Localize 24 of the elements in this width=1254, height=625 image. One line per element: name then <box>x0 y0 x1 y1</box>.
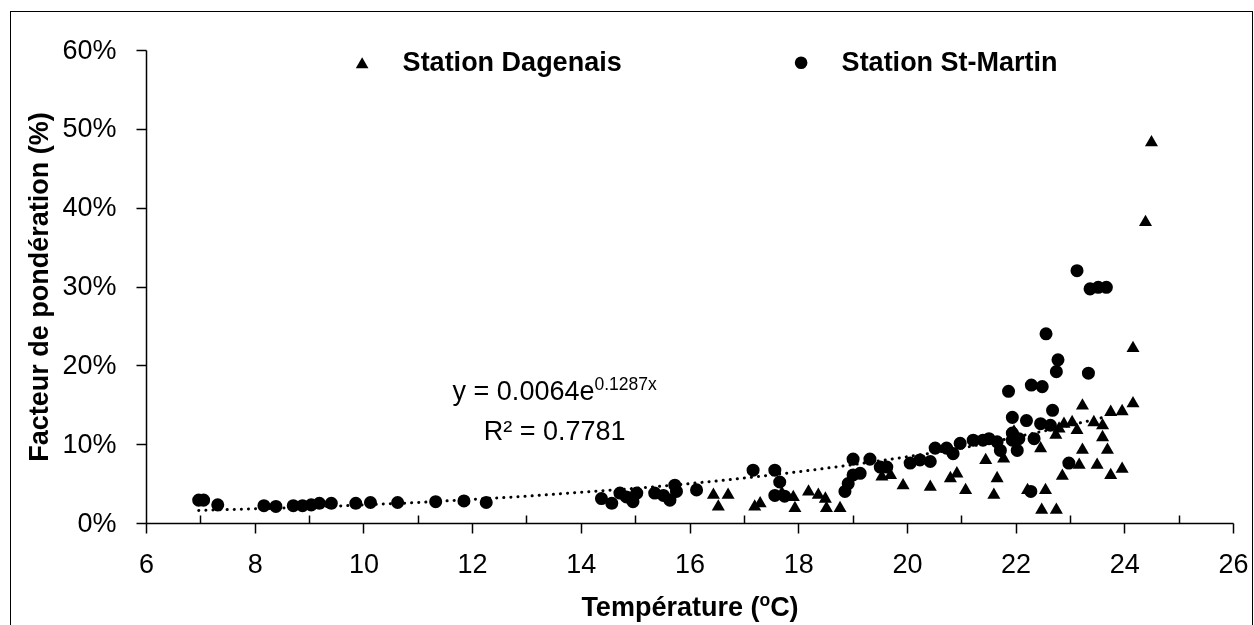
y-tick-label: 0% <box>77 507 117 538</box>
x-tick-label: 16 <box>674 548 706 579</box>
x-tick-label: 12 <box>457 548 488 579</box>
x-tick-label: 6 <box>138 548 155 579</box>
y-tick-label: 50% <box>62 113 117 144</box>
x-tick-label: 18 <box>783 548 814 579</box>
y-tick-label: 20% <box>62 349 117 380</box>
y-tick-label: 60% <box>62 34 117 65</box>
x-tick-label: 22 <box>1001 548 1032 579</box>
y-tick-label: 40% <box>62 192 117 223</box>
y-tick-label: 30% <box>62 271 117 301</box>
legend-label: Station Dagenais <box>402 46 622 77</box>
x-tick-label: 24 <box>1109 548 1140 579</box>
annotation: y = 0.0064e$^{0.1287x}$ <box>452 373 658 406</box>
x-tick-label: 8 <box>247 548 263 579</box>
x-tick-label: 26 <box>1218 548 1249 579</box>
annotation: R² = 0.7781 <box>483 415 626 446</box>
x-tick-label: 20 <box>892 548 923 579</box>
x-tick-label: 10 <box>348 548 379 579</box>
legend-label: Station St-Martin <box>841 46 1058 77</box>
x-tick-label: 14 <box>566 548 597 579</box>
y-tick-label: 10% <box>62 428 117 459</box>
x-axis-title: Température ($^{o}$C) <box>581 589 799 622</box>
y-axis-title: Facteur de pondération (%) <box>24 112 55 462</box>
